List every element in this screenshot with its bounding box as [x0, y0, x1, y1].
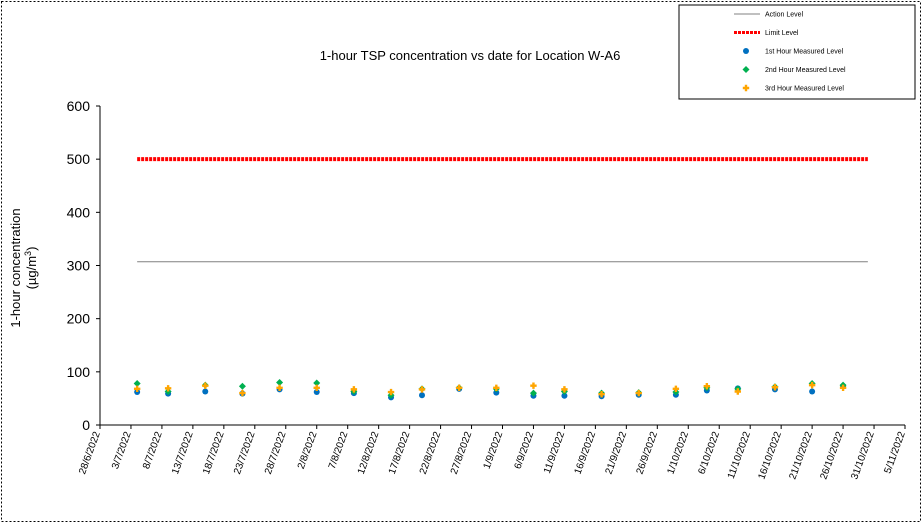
x-tick-label: 28/6/2022 [77, 430, 103, 476]
data-point-3rd-hour [839, 384, 847, 391]
data-point-3rd-hour [635, 389, 642, 397]
data-point-3rd-hour [350, 386, 358, 393]
data-point-3rd-hour [239, 389, 246, 397]
y-tick-label: 400 [67, 204, 91, 220]
data-point-1st-hour [419, 392, 425, 399]
x-tick-label: 5/11/2022 [883, 430, 908, 475]
data-point-1st-hour [561, 392, 568, 399]
x-tick-label: 26/9/2022 [635, 430, 661, 476]
x-tick-label: 22/8/2022 [418, 430, 444, 476]
data-point-3rd-hour [313, 384, 320, 391]
legend-box [678, 4, 916, 100]
x-tick-label: 27/8/2022 [449, 430, 475, 476]
legend-swatch-diamond [742, 66, 750, 73]
x-tick-label: 31/10/2022 [849, 430, 877, 481]
data-point-3rd-hour [133, 385, 141, 393]
legend-label: Action Level [765, 12, 804, 19]
data-point-2nd-hour [529, 389, 537, 397]
data-point-1st-hour [202, 388, 209, 395]
x-tick-label: 18/7/2022 [201, 430, 227, 476]
x-tick-label: 21/9/2022 [604, 430, 630, 476]
data-point-2nd-hour [238, 382, 246, 390]
data-point-3rd-hour [418, 386, 426, 393]
data-point-2nd-hour [133, 380, 141, 388]
x-tick-label: 17/8/2022 [387, 430, 413, 476]
x-tick-label: 1/10/2022 [666, 430, 692, 476]
data-point-3rd-hour [493, 384, 500, 391]
x-tick-label: 1/9/2022 [482, 430, 506, 471]
y-axis-title-unit: (µg/m3) [23, 247, 39, 290]
data-point-3rd-hour [672, 385, 680, 393]
data-point-3rd-hour [598, 390, 605, 398]
legend-label: 1st Hour Measured Level [765, 49, 844, 56]
data-point-3rd-hour [455, 384, 463, 391]
legend-label: 3rd Hour Measured Level [765, 86, 844, 93]
data-point-2nd-hour [313, 379, 321, 387]
x-tick-label: 7/8/2022 [327, 430, 351, 471]
x-tick-label: 16/9/2022 [573, 430, 599, 476]
y-axis-unit-superscript: 3 [23, 251, 33, 256]
data-point-3rd-hour [808, 381, 816, 389]
data-point-3rd-hour [530, 382, 537, 389]
data-point-3rd-hour [276, 384, 283, 391]
y-tick-label: 300 [67, 258, 91, 274]
data-point-1st-hour [493, 389, 500, 396]
x-tick-label: 6/10/2022 [696, 430, 722, 476]
data-point-1st-hour [313, 389, 320, 396]
y-tick-label: 100 [67, 364, 91, 380]
data-point-3rd-hour [561, 386, 568, 393]
x-tick-label: 11/9/2022 [542, 430, 567, 475]
legend-label: Limit Level [765, 30, 799, 37]
legend-label: 2nd Hour Measured Level [765, 67, 846, 74]
x-tick-label: 23/7/2022 [232, 430, 258, 476]
x-tick-label: 3/7/2022 [110, 430, 134, 471]
legend-swatch-star [742, 84, 750, 92]
data-point-3rd-hour [771, 384, 779, 391]
data-point-2nd-hour [276, 378, 284, 386]
x-tick-label: 2/8/2022 [296, 430, 320, 471]
data-point-3rd-hour [703, 382, 711, 390]
y-tick-label: 500 [67, 151, 91, 167]
x-tick-label: 26/10/2022 [818, 430, 846, 481]
data-point-3rd-hour [734, 388, 742, 395]
plot-area: 0 100 200 300 400 500 600 28/6/2022 3/7/2022 8/7/… [67, 98, 908, 481]
x-tick-label: 28/7/2022 [263, 430, 289, 476]
legend: Action Level Limit Level 1st Hour Measured… [678, 4, 916, 100]
x-tick-label: 6/9/2022 [513, 430, 537, 471]
y-axis-unit-suffix: ) [24, 247, 39, 251]
x-tick-label: 21/10/2022 [787, 430, 815, 481]
y-axis-title: 1-hour concentration (µg/m3) [8, 208, 39, 327]
data-point-1st-hour [809, 388, 816, 395]
x-tick-label: 12/8/2022 [356, 430, 382, 476]
y-tick-label: 600 [67, 98, 91, 114]
legend-swatch-circle [743, 48, 749, 54]
x-tick-label: 13/7/2022 [170, 430, 196, 476]
data-point-3rd-hour [164, 385, 172, 392]
y-tick-label: 200 [67, 311, 91, 327]
data-point-3rd-hour [387, 388, 395, 396]
y-axis-unit-prefix: (µg/m [24, 256, 39, 290]
data-point-3rd-hour [202, 382, 209, 389]
y-tick-label: 0 [82, 417, 90, 433]
x-tick-label: 11/10/2022 [726, 430, 753, 481]
chart-title: 1-hour TSP concentration vs date for Loc… [320, 48, 621, 63]
y-axis-title-main: 1-hour concentration [8, 208, 23, 327]
x-tick-label: 16/10/2022 [757, 430, 785, 481]
x-tick-label: 8/7/2022 [141, 430, 165, 471]
